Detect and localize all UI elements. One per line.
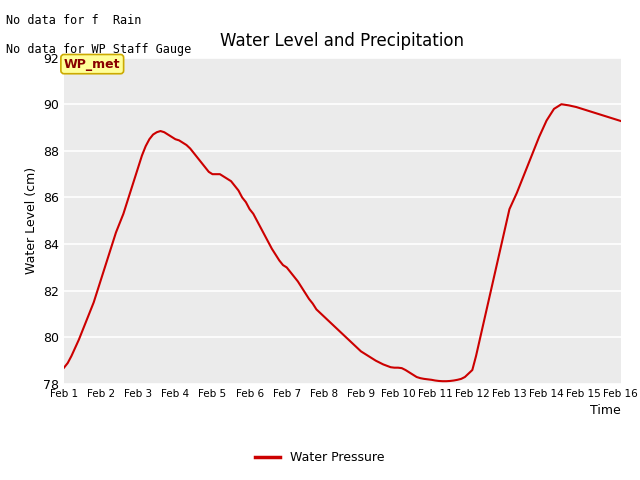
- Y-axis label: Water Level (cm): Water Level (cm): [24, 167, 38, 275]
- Text: WP_met: WP_met: [64, 58, 120, 71]
- Text: No data for WP Staff Gauge: No data for WP Staff Gauge: [6, 43, 191, 56]
- Title: Water Level and Precipitation: Water Level and Precipitation: [220, 33, 465, 50]
- Text: No data for f  Rain: No data for f Rain: [6, 14, 142, 27]
- Legend: Water Pressure: Water Pressure: [250, 446, 390, 469]
- X-axis label: Time: Time: [590, 405, 621, 418]
